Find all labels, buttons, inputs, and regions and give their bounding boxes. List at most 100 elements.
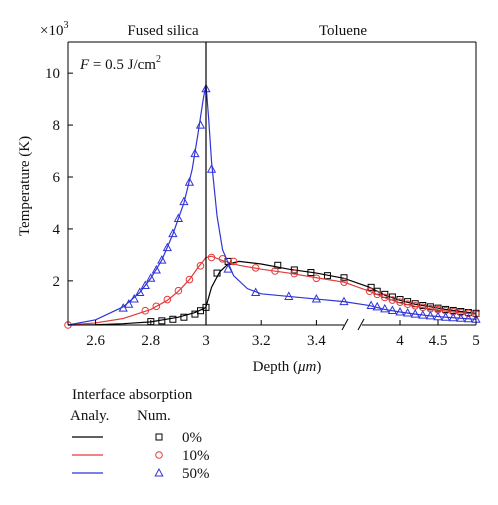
- data-point-10pct: [251, 264, 260, 272]
- x-tick-label: 2.6: [86, 333, 105, 349]
- data-point-50pct: [395, 306, 405, 316]
- legend-header-numeric: Num.: [137, 408, 171, 424]
- y-tick-label: 8: [53, 118, 61, 134]
- fluence-annotation: F = 0.5 J/cm2: [79, 54, 161, 73]
- data-point-10pct: [229, 257, 238, 266]
- data-point-10pct: [163, 295, 172, 304]
- data-point-50pct: [448, 312, 458, 322]
- region-label-toluene: Toluene: [319, 23, 367, 39]
- data-point-0pct: [290, 266, 298, 274]
- data-point-50pct: [151, 264, 161, 274]
- data-point-10pct: [340, 278, 348, 286]
- data-point-50pct: [184, 177, 195, 186]
- data-point-0pct: [274, 261, 282, 269]
- data-point-0pct: [340, 274, 348, 282]
- data-point-50pct: [135, 287, 145, 297]
- y-axis-title: Temperature (K): [17, 136, 33, 236]
- data-point-10pct: [312, 274, 321, 283]
- data-point-10pct: [196, 262, 205, 270]
- data-point-50pct: [366, 300, 376, 310]
- series-layer: [64, 83, 481, 329]
- x-tick-label: 4: [396, 333, 404, 349]
- data-point-10pct: [141, 306, 150, 315]
- data-point-50pct: [195, 120, 206, 129]
- data-point-10pct: [290, 269, 299, 278]
- data-point-0pct: [158, 317, 166, 325]
- data-point-10pct: [396, 298, 404, 306]
- data-point-50pct: [129, 293, 139, 303]
- data-point-10pct: [207, 253, 216, 262]
- data-point-50pct: [418, 310, 428, 319]
- y-multiplier-label: ×103: [40, 20, 68, 39]
- data-point-50pct: [440, 312, 451, 321]
- data-point-50pct: [410, 309, 420, 318]
- data-point-0pct: [367, 283, 375, 291]
- data-point-50pct: [140, 280, 150, 290]
- analytic-line-50pct: [67, 84, 477, 326]
- data-point-0pct: [169, 315, 177, 323]
- data-point-50pct: [339, 296, 349, 306]
- data-point-50pct: [179, 196, 189, 206]
- data-point-50pct: [190, 148, 200, 158]
- data-point-10pct: [403, 300, 412, 309]
- axis-break-mark: [357, 318, 365, 331]
- data-point-0pct: [323, 272, 331, 280]
- data-point-50pct: [206, 164, 217, 173]
- data-point-10pct: [388, 296, 397, 304]
- data-point-10pct: [365, 287, 374, 296]
- data-point-10pct: [152, 302, 161, 311]
- data-point-10pct: [373, 290, 382, 299]
- legend-label-10pct: 10%: [182, 448, 210, 464]
- legend-label-0pct: 0%: [182, 430, 202, 446]
- legend-marker-50pct: [154, 467, 164, 477]
- data-point-50pct: [402, 308, 413, 317]
- axis-break-mark: [341, 318, 349, 331]
- data-point-50pct: [425, 310, 436, 320]
- x-tick-label: 3: [202, 333, 210, 349]
- series-10pct: [64, 253, 480, 329]
- data-point-50pct: [387, 305, 398, 314]
- legend-marker-0pct: [155, 433, 163, 441]
- legend-marker-10pct: [155, 451, 163, 459]
- legend-label-50pct: 50%: [182, 466, 210, 482]
- legend-title: Interface absorption: [72, 387, 193, 403]
- x-tick-label: 3.4: [307, 333, 326, 349]
- legend-header-analytic: Analy.: [70, 408, 109, 424]
- y-tick-label: 2: [53, 274, 61, 290]
- data-point-50pct: [162, 242, 173, 252]
- data-point-50pct: [284, 291, 294, 300]
- region-label-fused-silica: Fused silica: [127, 23, 199, 39]
- data-point-50pct: [146, 273, 156, 282]
- x-axis-title: Depth (μm): [253, 359, 322, 375]
- data-point-10pct: [174, 286, 183, 295]
- axes-layer: 2 4 6 8 10 2.6 2.8 3 3.2 3.4 4 4.5 5: [45, 41, 480, 349]
- data-point-50pct: [173, 213, 184, 223]
- data-point-50pct: [223, 264, 233, 273]
- data-point-0pct: [180, 313, 188, 321]
- series-50pct: [67, 83, 481, 326]
- data-point-10pct: [271, 267, 279, 275]
- data-point-50pct: [168, 228, 178, 238]
- legend: Interface absorption Analy. Num. 0% 10% 50…: [70, 387, 210, 482]
- data-point-50pct: [372, 301, 382, 311]
- data-point-10pct: [464, 309, 473, 318]
- y-tick-label: 10: [45, 66, 60, 82]
- legend-rows: 0% 10% 50%: [72, 430, 210, 482]
- data-point-50pct: [433, 311, 443, 321]
- data-point-0pct: [307, 269, 315, 277]
- data-point-10pct: [457, 308, 465, 317]
- x-tick-label: 3.2: [252, 333, 271, 349]
- data-point-50pct: [124, 299, 134, 308]
- data-point-0pct: [213, 269, 221, 277]
- data-point-50pct: [456, 313, 466, 322]
- x-tick-label: 2.8: [141, 333, 160, 349]
- data-point-50pct: [311, 293, 322, 303]
- data-point-10pct: [449, 307, 458, 316]
- y-tick-label: 6: [53, 170, 61, 186]
- data-point-50pct: [251, 287, 261, 297]
- y-tick-label: 4: [53, 222, 61, 238]
- data-point-10pct: [185, 275, 194, 284]
- x-tick-label: 4.5: [429, 333, 448, 349]
